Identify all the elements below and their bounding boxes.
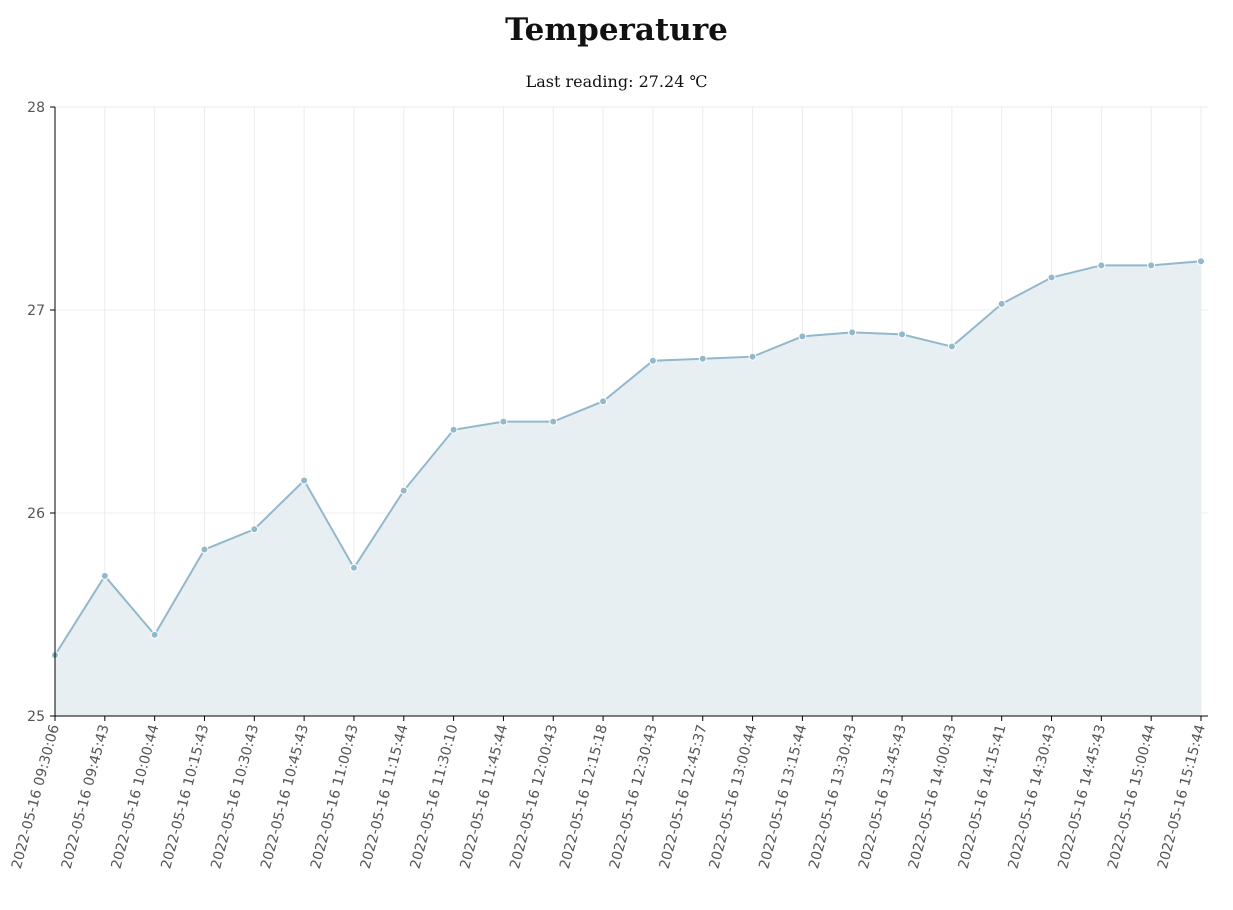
data-point: [599, 397, 608, 406]
x-tick-label: 2022-05-16 13:00:44: [706, 723, 760, 871]
temperature-area: [55, 261, 1201, 716]
x-tick-label: 2022-05-16 10:45:43: [258, 723, 312, 871]
x-tick-label: 2022-05-16 10:00:44: [109, 723, 163, 871]
data-point: [349, 563, 358, 572]
y-tick-labels: 25 26 27 28: [27, 100, 45, 725]
data-point: [997, 299, 1006, 308]
x-tick-label: 2022-05-16 09:30:06: [9, 723, 63, 871]
x-tick-label: 2022-05-16 15:15:44: [1155, 723, 1209, 871]
last-reading-unit: ℃: [689, 72, 708, 91]
data-point: [748, 352, 757, 361]
data-point: [798, 332, 807, 341]
data-point: [549, 417, 558, 426]
x-tick-label: 2022-05-16 14:30:43: [1005, 723, 1059, 871]
data-point: [1047, 273, 1056, 282]
data-point: [848, 328, 857, 337]
data-point: [399, 486, 408, 495]
data-point: [1147, 261, 1156, 270]
x-tick-label: 2022-05-16 10:15:43: [158, 723, 212, 871]
chart-subtitle: Last reading: 27.24 ℃: [0, 72, 1233, 91]
x-tick-label: 2022-05-16 13:15:44: [756, 723, 810, 871]
data-point: [1097, 261, 1106, 270]
data-point: [150, 630, 159, 639]
x-tick-label: 2022-05-16 11:00:43: [308, 723, 362, 871]
x-tick-label: 2022-05-16 10:30:43: [208, 723, 262, 871]
x-tick-label: 2022-05-16 14:45:43: [1055, 723, 1109, 871]
x-tick-label: 2022-05-16 11:45:44: [457, 723, 511, 871]
data-point: [648, 356, 657, 365]
x-tick-label: 2022-05-16 12:15:18: [557, 723, 611, 871]
data-point: [947, 342, 956, 351]
axis-layer: [50, 106, 1208, 721]
data-point: [898, 330, 907, 339]
x-tick-label: 2022-05-16 11:30:10: [408, 723, 462, 871]
chart-title: Temperature: [505, 12, 728, 48]
data-point: [200, 545, 209, 554]
x-tick-label: 2022-05-16 14:00:43: [906, 723, 960, 871]
x-tick-label: 2022-05-16 15:00:44: [1105, 723, 1159, 871]
data-point: [698, 354, 707, 363]
data-point: [449, 425, 458, 434]
temperature-line: [54, 260, 1202, 656]
y-tick-label: 25: [27, 709, 45, 725]
data-point: [1197, 257, 1205, 266]
x-tick-label: 2022-05-16 14:15:41: [956, 723, 1010, 871]
data-point: [250, 525, 259, 534]
x-tick-label: 2022-05-16 13:30:43: [806, 723, 860, 871]
data-point: [499, 417, 508, 426]
x-tick-label: 2022-05-16 12:00:43: [507, 723, 561, 871]
x-tick-label: 2022-05-16 12:30:43: [607, 723, 661, 871]
last-reading-value: 27.24: [638, 72, 685, 91]
data-point: [100, 571, 109, 580]
data-point: [300, 476, 309, 485]
x-tick-label: 2022-05-16 11:15:44: [358, 723, 412, 871]
y-tick-label: 26: [27, 506, 45, 522]
x-tick-label: 2022-05-16 12:45:37: [657, 723, 711, 871]
x-tick-label: 2022-05-16 09:45:43: [59, 723, 113, 871]
y-tick-label: 27: [27, 303, 45, 319]
x-tick-label: 2022-05-16 13:45:43: [856, 723, 910, 871]
last-reading-label: Last reading:: [525, 72, 634, 91]
y-tick-label: 28: [27, 100, 45, 116]
marker-layer: [51, 257, 1205, 660]
